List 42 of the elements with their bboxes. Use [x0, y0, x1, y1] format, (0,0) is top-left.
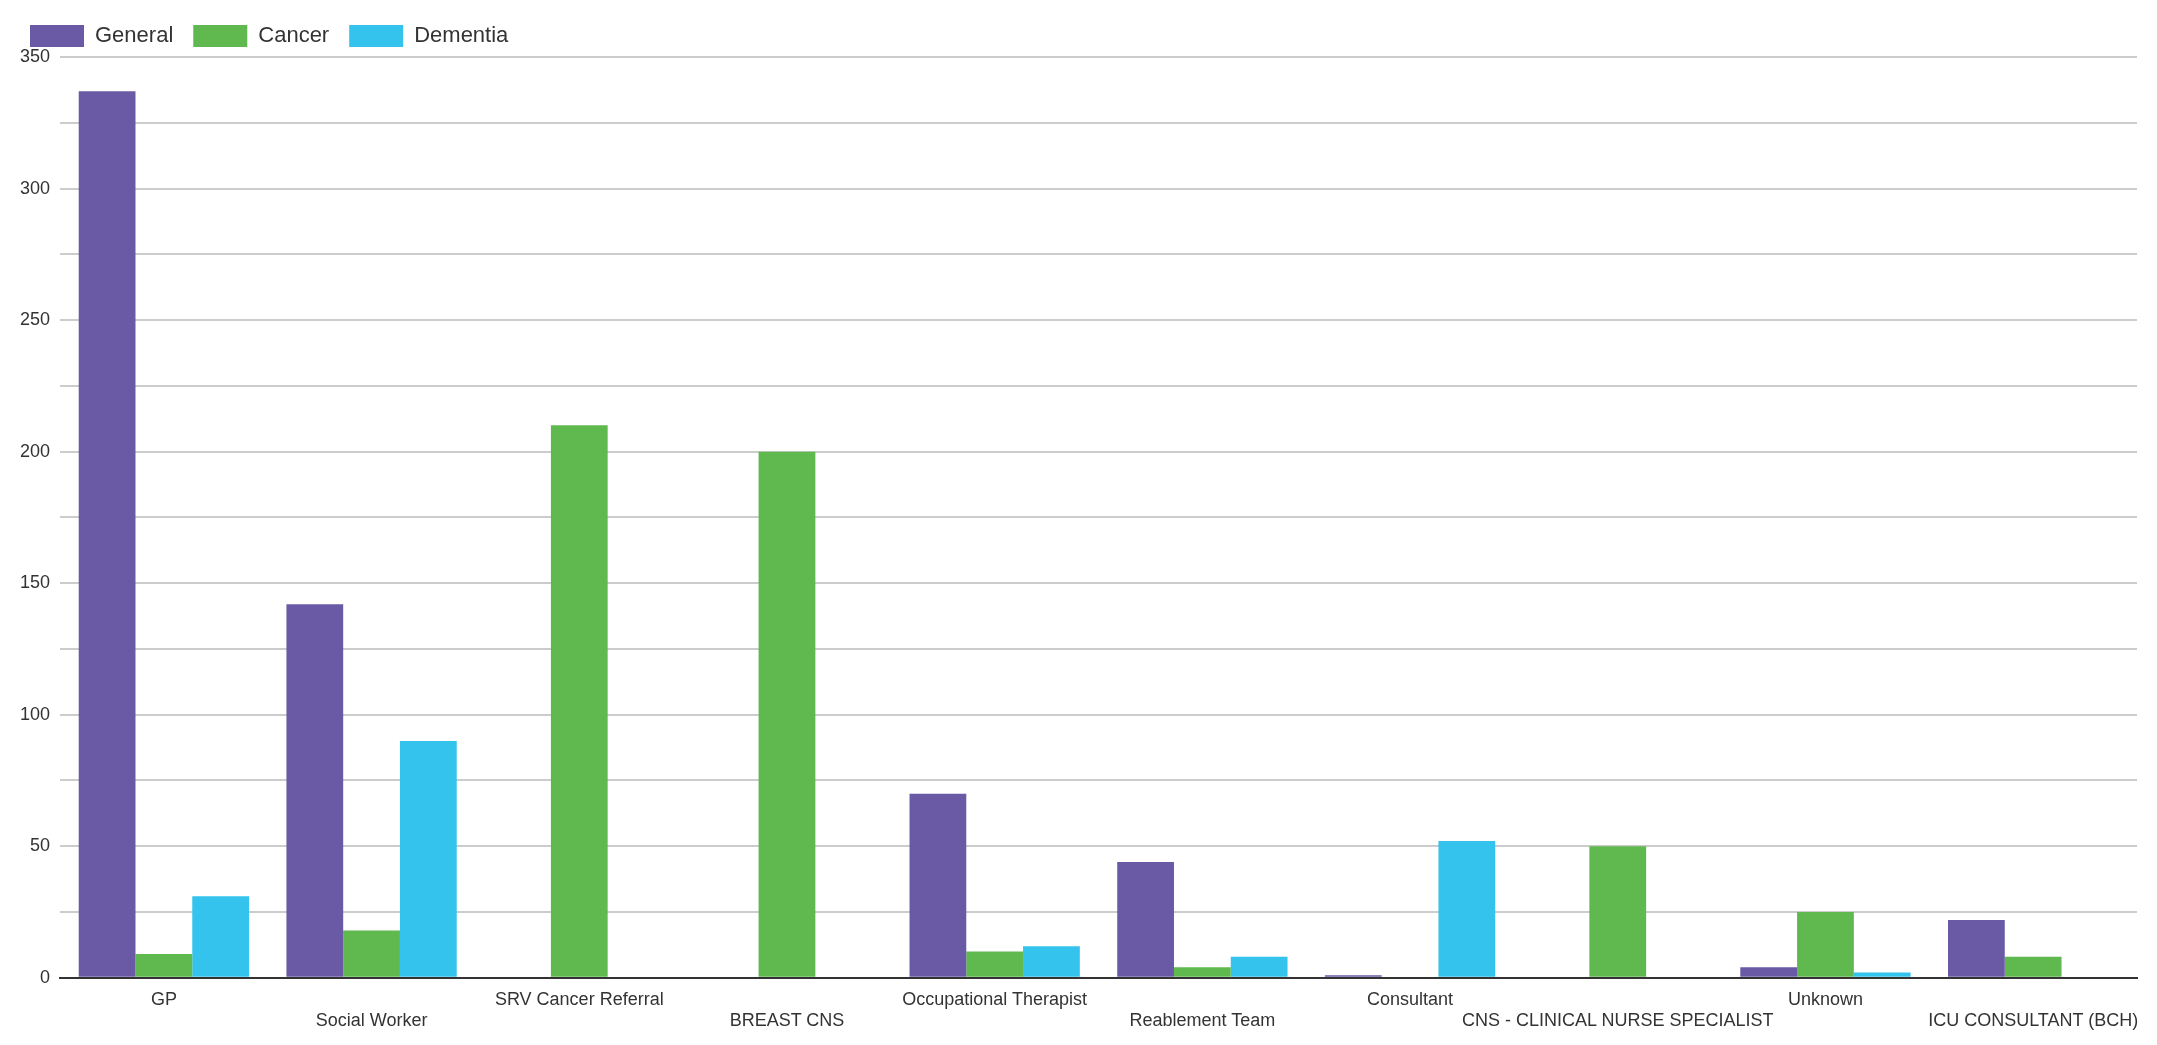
x-tick-label: Consultant — [1367, 988, 1454, 1009]
bar — [1589, 846, 1647, 977]
x-tick-label: CNS - CLINICAL NURSE SPECIALIST — [1462, 1010, 1774, 1031]
bar — [550, 425, 608, 977]
x-tick-label: Unknown — [1787, 988, 1863, 1009]
bar — [1948, 919, 2005, 977]
bar — [966, 951, 1024, 977]
bar — [1438, 841, 1496, 977]
bar — [2004, 956, 2062, 977]
bar — [1230, 956, 1288, 977]
y-tick-label: 0 — [40, 966, 51, 987]
bar — [399, 741, 457, 977]
bar — [343, 930, 400, 977]
bar — [1740, 967, 1798, 977]
bar — [758, 451, 816, 977]
x-tick-label: BREAST CNS — [729, 1010, 845, 1031]
y-tick-label: 250 — [19, 309, 51, 330]
x-tick-label: SRV Cancer Referral — [494, 988, 664, 1009]
legend-label: Cancer — [258, 22, 330, 48]
bar — [1797, 912, 1854, 977]
bar — [1853, 972, 1911, 977]
y-tick-label: 50 — [30, 835, 51, 856]
bar — [78, 91, 136, 977]
bar — [192, 896, 250, 977]
x-tick-label: Reablement Team — [1129, 1010, 1276, 1031]
bar — [1117, 862, 1174, 977]
bar — [286, 604, 344, 977]
x-tick-label: Social Worker — [315, 1010, 428, 1031]
bar — [909, 793, 967, 977]
y-tick-label: 100 — [19, 703, 51, 724]
legend-label: Dementia — [414, 22, 510, 48]
bar — [135, 954, 193, 977]
y-tick-label: 200 — [19, 440, 51, 461]
x-tick-label: ICU CONSULTANT (BCH) — [1928, 1010, 2139, 1031]
bar — [1023, 946, 1080, 977]
y-tick-label: 150 — [19, 572, 51, 593]
bar — [1173, 967, 1231, 977]
legend-label: General — [95, 22, 174, 48]
x-tick-label: GP — [150, 988, 177, 1009]
y-tick-label: 300 — [19, 177, 51, 198]
x-tick-label: Occupational Therapist — [902, 988, 1088, 1009]
y-tick-label: 350 — [19, 45, 51, 66]
